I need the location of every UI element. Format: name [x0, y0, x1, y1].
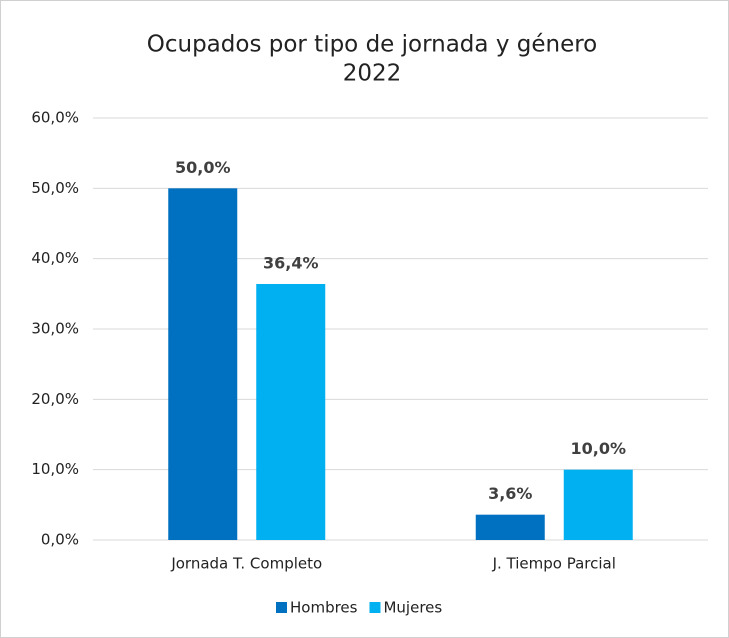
y-tick-label: 20,0% [31, 390, 79, 408]
data-label: 10,0% [570, 439, 626, 458]
bar [256, 283, 326, 540]
y-tick-label: 60,0% [31, 109, 79, 127]
y-tick-label: 50,0% [31, 179, 79, 197]
bar [168, 188, 238, 541]
legend-label: Mujeres [383, 599, 442, 617]
chart-subtitle: 2022 [343, 61, 402, 87]
legend-label: Hombres [290, 599, 358, 617]
x-tick-label: J. Tiempo Parcial [492, 555, 616, 573]
x-tick-label: Jornada T. Completo [170, 555, 322, 573]
legend-swatch [369, 602, 381, 613]
y-tick-label: 30,0% [31, 320, 79, 338]
y-tick-label: 40,0% [31, 249, 79, 267]
y-tick-label: 0,0% [41, 531, 79, 549]
bar [475, 514, 545, 540]
data-label: 3,6% [488, 484, 532, 503]
bar [563, 469, 633, 540]
y-tick-label: 10,0% [31, 460, 79, 478]
chart-title: Ocupados por tipo de jornada y género [147, 32, 598, 58]
data-label: 36,4% [263, 253, 319, 272]
data-label: 50,0% [175, 158, 231, 177]
legend-swatch [276, 602, 287, 613]
